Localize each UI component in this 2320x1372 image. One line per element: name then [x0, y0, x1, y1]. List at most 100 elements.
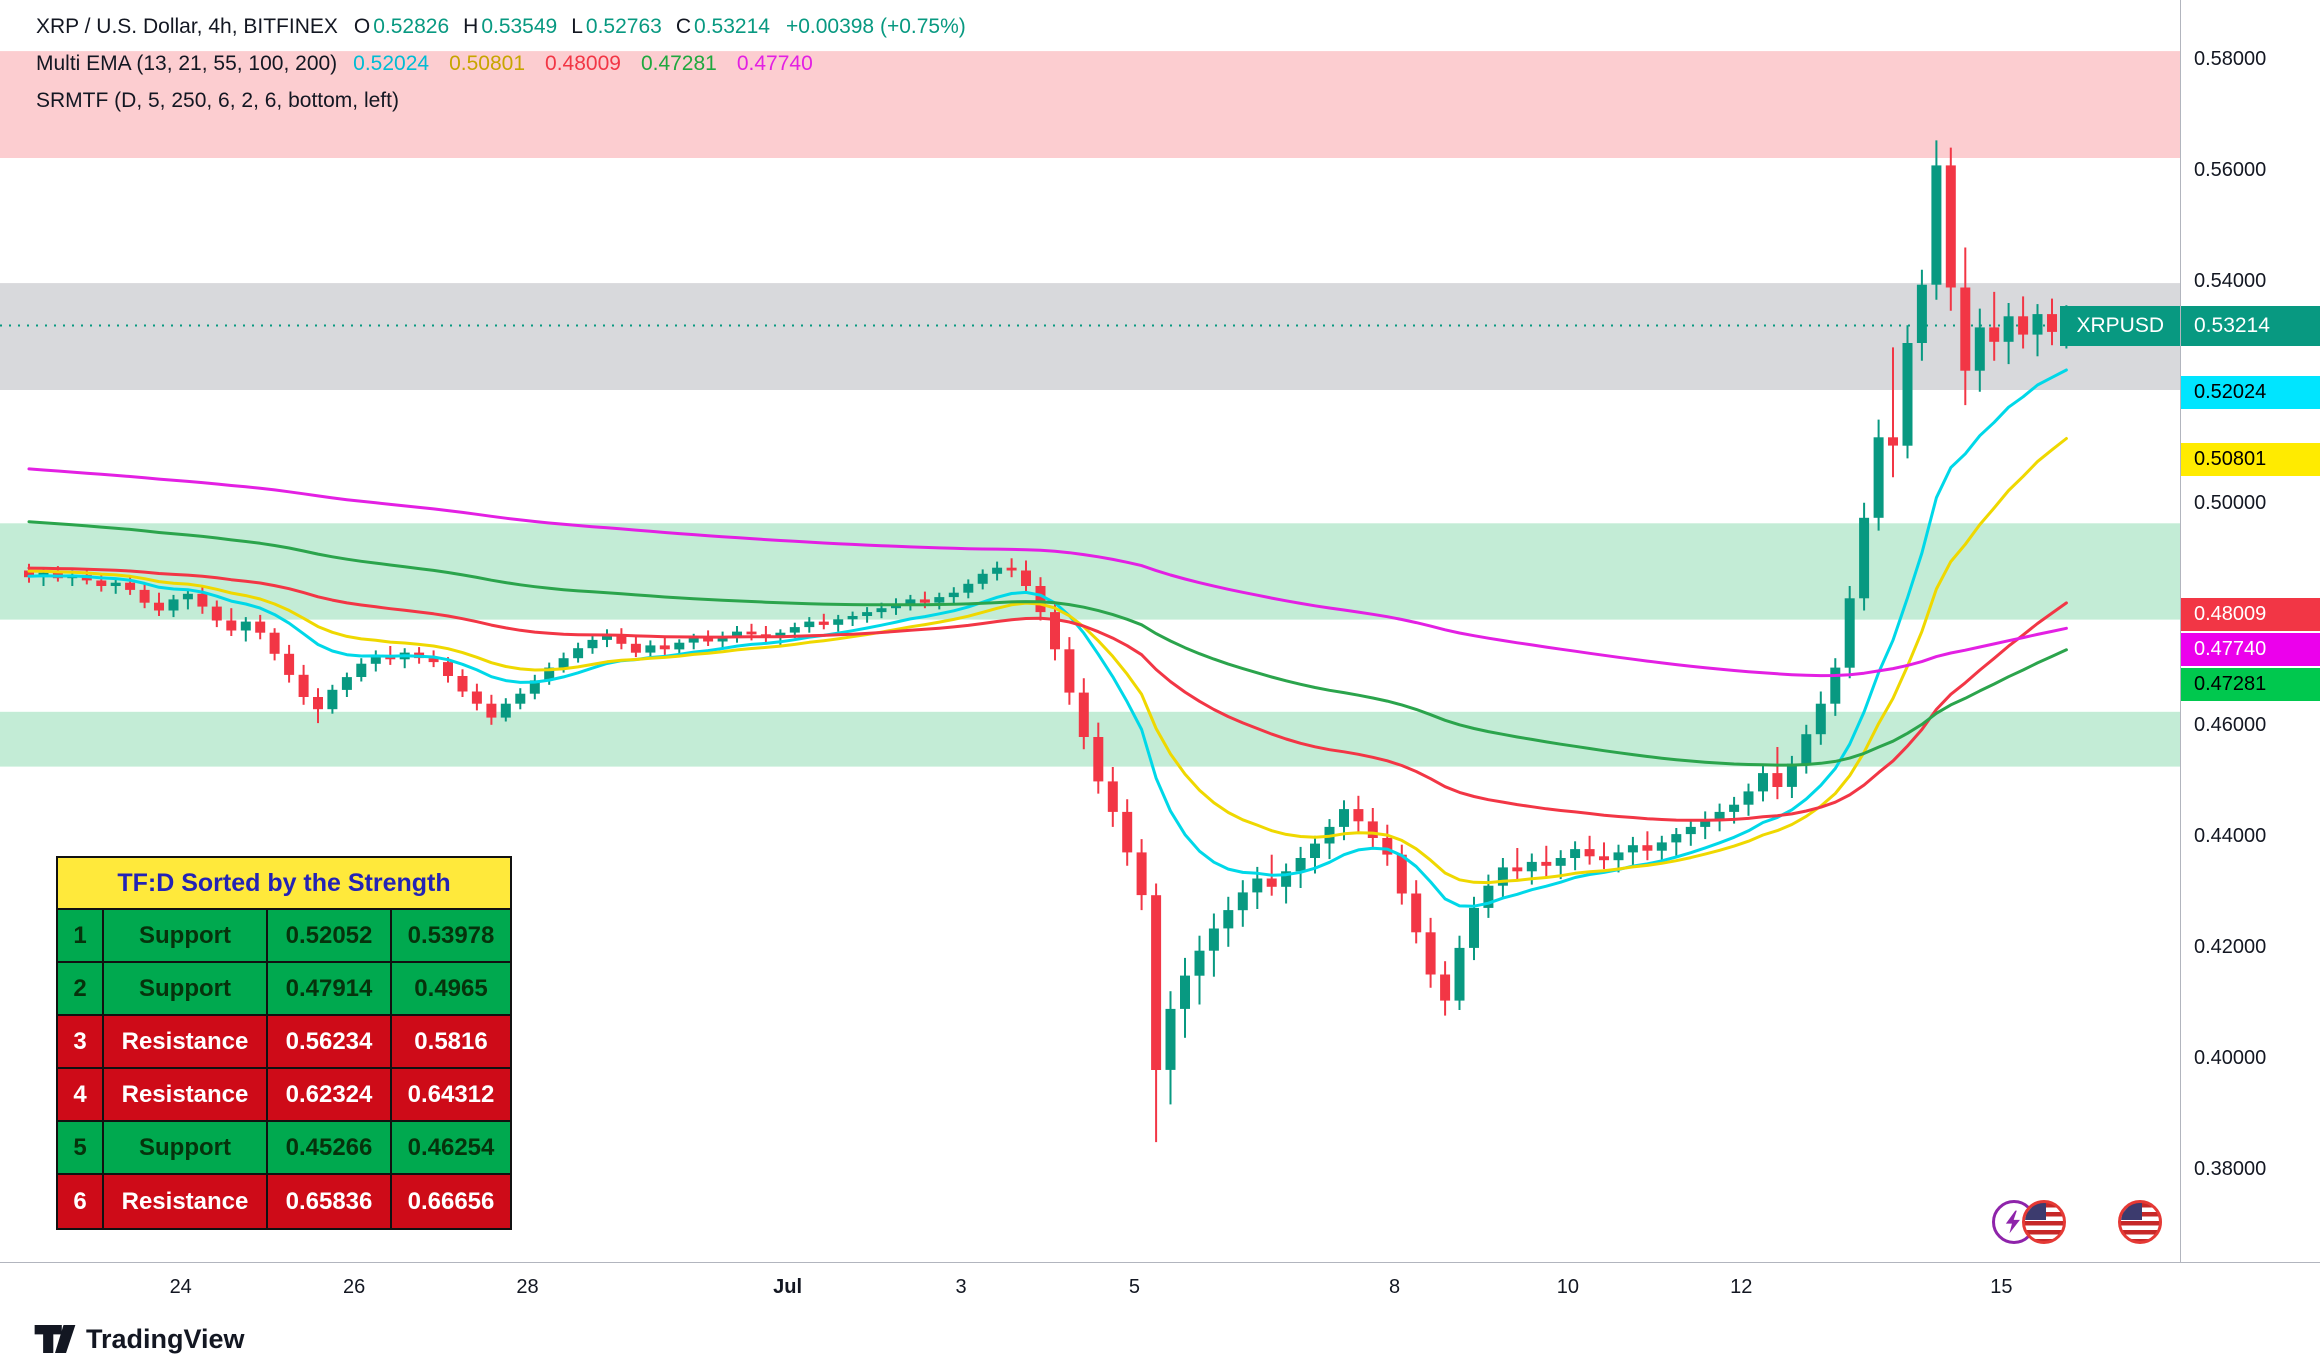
change-value: +0.00398 (+0.75%) [785, 14, 966, 38]
sr-type: Support [104, 910, 268, 963]
sr-level-high: 0.66656 [407, 1187, 495, 1215]
sr-row-6: 6 Resistance 0.65836 0.66656 [58, 1175, 510, 1228]
sr-level-low: 0.52052 [268, 910, 392, 963]
candle-body [688, 638, 699, 643]
time-tick-5: 5 [1128, 1276, 1140, 1298]
candle-body [1396, 854, 1407, 894]
candle-body [919, 599, 930, 603]
sr-row-4: 4 Resistance 0.62324 0.64312 [58, 1069, 510, 1122]
ohlc-O: O 0.52826 [353, 14, 450, 38]
candle-body [1902, 343, 1913, 446]
ema-55-line [27, 566, 2068, 822]
legend: XRP / U.S. Dollar, 4h, BITFINEX O 0.52826… [36, 8, 966, 119]
candle-body [96, 580, 107, 586]
time-tick-15: 15 [1990, 1276, 2013, 1298]
candle-body [1945, 165, 1956, 288]
candle-body [1078, 692, 1089, 737]
candle-body [125, 582, 136, 590]
srmtf-legend-row[interactable]: SRMTF (D, 5, 250, 6, 2, 6, bottom, left) [36, 82, 966, 119]
candle-body [1382, 838, 1393, 855]
candle-body [269, 632, 280, 654]
zone-support-1 [0, 283, 2180, 390]
candle-body [168, 599, 179, 611]
tradingview-logo-mark [34, 1325, 76, 1353]
ema-indicator-title: Multi EMA (13, 21, 55, 100, 200) [36, 51, 338, 75]
candle-body [616, 636, 627, 644]
candle-body [139, 589, 150, 603]
footer: TradingView [34, 1316, 245, 1362]
candle-body [1107, 781, 1118, 812]
time-tick-3: 3 [955, 1276, 967, 1298]
candle-body [862, 612, 873, 616]
current-price-axis-label: 0.53214 [2181, 305, 2320, 346]
time-tick-28: 28 [516, 1276, 539, 1298]
ema-200-price-label: 0.47740 [2181, 633, 2320, 667]
tradingview-logo[interactable]: TradingView [34, 1324, 245, 1355]
ohlc-L: L 0.52763 [571, 14, 662, 38]
sr-rank: 3 [58, 1016, 104, 1069]
chart-canvas[interactable]: XRP / U.S. Dollar, 4h, BITFINEX O 0.52826… [0, 0, 2180, 1262]
zone-resistance-3 [0, 51, 2180, 158]
candle-body [1497, 867, 1508, 886]
time-axis[interactable]: 24 26 28 Jul 3 5 8 10 12 15 [0, 1262, 2320, 1312]
price-tick-0.56000: 0.56000 [2194, 158, 2267, 181]
sr-type: Support [104, 963, 268, 1016]
time-tick-24: 24 [169, 1276, 192, 1298]
candle-body [1295, 858, 1306, 872]
sr-row-2: 2 Support 0.47914 0.4965 [58, 963, 510, 1016]
time-tick-12: 12 [1730, 1276, 1753, 1298]
candle-body [703, 638, 714, 642]
candle-body [1064, 649, 1075, 693]
ema-legend-row[interactable]: Multi EMA (13, 21, 55, 100, 200) 0.52024… [36, 45, 966, 82]
sr-type: Resistance [104, 1175, 268, 1228]
candle-body [1844, 598, 1855, 668]
candle-body [457, 676, 468, 692]
candle-body [1208, 928, 1219, 951]
flag-idea-marker[interactable] [2022, 1200, 2066, 1244]
brand-text: TradingView [86, 1323, 245, 1354]
candle-body [1960, 287, 1971, 371]
flag-idea-marker-2[interactable] [2118, 1200, 2162, 1244]
sr-level-low: 0.45266 [268, 1122, 392, 1175]
candle-body [1454, 947, 1465, 1001]
sr-table-title: TF:D Sorted by the Strength [58, 858, 510, 910]
candle-body [2047, 314, 2057, 332]
candle-body [602, 636, 612, 640]
candle-body [2032, 314, 2043, 335]
candle-body [1656, 842, 1667, 851]
candle-body [1411, 893, 1422, 933]
candle-body [1353, 809, 1364, 822]
zone-support-2 [0, 523, 2180, 620]
sr-level-low: 0.65836 [268, 1175, 392, 1228]
candle-body [1440, 974, 1451, 1001]
candle-body [1165, 1008, 1176, 1070]
candle-body [1989, 327, 2000, 342]
candle-body [1136, 852, 1147, 896]
candle-body [992, 567, 1003, 574]
ema-13-price-label: 0.52024 [2181, 375, 2320, 409]
candle-body [284, 653, 295, 675]
price-tick-0.44000: 0.44000 [2194, 824, 2267, 847]
candle-body [486, 703, 497, 718]
ema-200-line [27, 467, 2068, 678]
price-chart-svg [0, 51, 2180, 1143]
ohlc-C: C 0.53214 [675, 14, 770, 38]
sr-level-high: 0.64312 [392, 1069, 510, 1122]
candle-body [1223, 910, 1234, 929]
price-axis[interactable]: 0.53214 0.58000 0.56000 0.54000 0.50000 0.46… [2180, 0, 2320, 1262]
candle-body [1671, 834, 1682, 843]
candle-body [1266, 878, 1277, 887]
candle-body [1888, 437, 1898, 446]
candle-body [1685, 826, 1696, 835]
sr-row-1: 1 Support 0.52052 0.53978 [58, 910, 510, 963]
symbol-title: XRP / U.S. Dollar, 4h, BITFINEX [36, 14, 338, 38]
candle-body [1830, 667, 1841, 704]
time-tick-10: 10 [1556, 1276, 1580, 1298]
sr-row-3: 3 Resistance 0.56234 0.5816 [58, 1016, 510, 1069]
candle-body [1815, 703, 1826, 735]
symbol-legend-row[interactable]: XRP / U.S. Dollar, 4h, BITFINEX O 0.52826… [36, 8, 966, 45]
ema-55-legend-value: 0.48009 [545, 51, 621, 75]
candle-body [1570, 849, 1581, 858]
price-tick-0.54000: 0.54000 [2194, 269, 2267, 292]
candle-body [804, 621, 815, 628]
